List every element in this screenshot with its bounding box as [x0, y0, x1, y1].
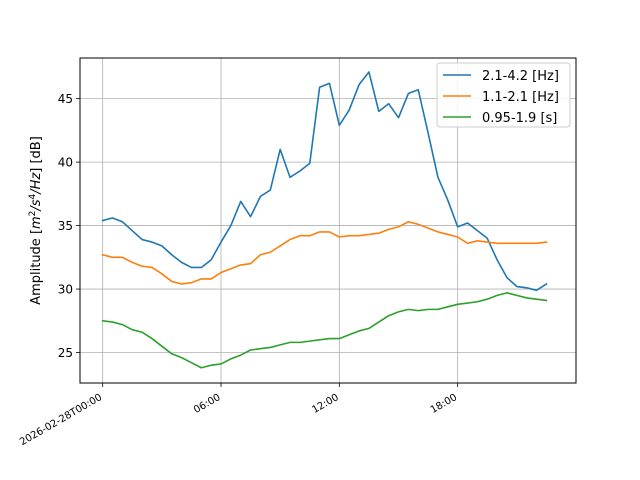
y-axis-label-hz: /Hz — [29, 172, 44, 195]
series-line-0 — [101, 71, 548, 292]
y-axis-ticks: 25 30 35 40 45 — [58, 92, 80, 360]
y-axis-label-suffix: ] [dB] — [29, 136, 44, 173]
y-tick-label-2: 35 — [58, 219, 73, 233]
legend: 2.1-4.2 [Hz] 1.1-2.1 [Hz] 0.95-1.9 [s] — [436, 62, 571, 128]
y-tick-label-0: 25 — [58, 346, 73, 360]
y-axis-label-prefix: Amplitude [ — [29, 229, 44, 305]
legend-label-0: 2.1-4.2 [Hz] — [482, 69, 559, 84]
series-lines — [101, 71, 548, 369]
y-axis-label: Amplitude [m2/s4/Hz] [dB] — [28, 136, 44, 305]
y-axis-label-s: /s — [29, 199, 44, 211]
legend-label-2: 0.95-1.9 [s] — [482, 111, 557, 126]
y-tick-label-4: 45 — [58, 92, 73, 106]
y-axis-label-exp2: 2 — [28, 211, 38, 217]
y-tick-label-1: 30 — [58, 283, 73, 297]
series-line-2 — [101, 292, 548, 369]
plot-frame — [79, 57, 577, 384]
series-line-1 — [101, 220, 548, 285]
y-axis-label-m: m — [29, 216, 44, 229]
y-tick-label-3: 40 — [58, 156, 73, 170]
y-axis-label-exp4: 4 — [28, 193, 38, 199]
legend-box — [436, 62, 571, 128]
legend-label-1: 1.1-2.1 [Hz] — [482, 90, 559, 105]
